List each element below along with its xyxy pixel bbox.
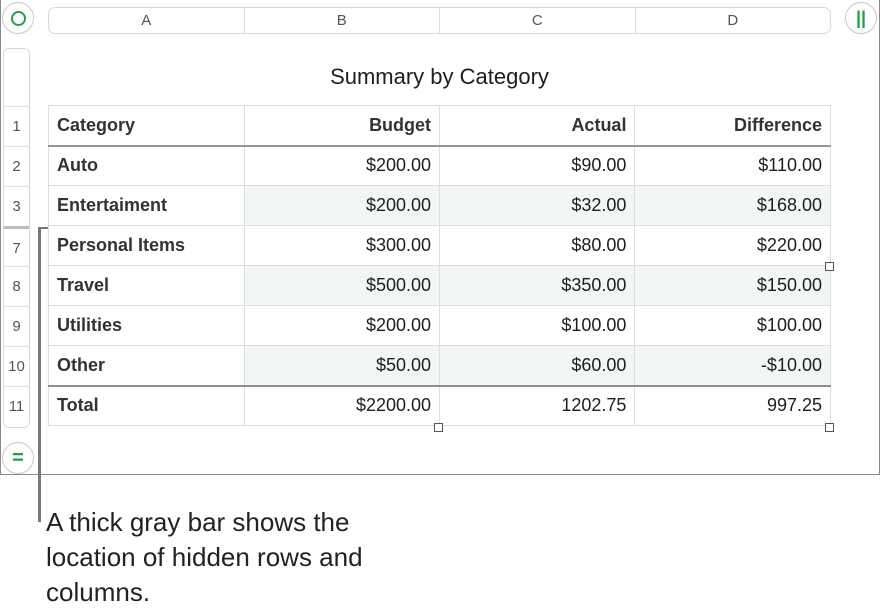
header-cell[interactable]: Difference [634,105,831,147]
row-handle-icon: = [12,447,24,469]
value-cell[interactable]: $300.00 [243,225,441,266]
value-cell[interactable]: $200.00 [243,145,441,186]
row-header-8[interactable]: 8 [4,266,29,306]
value-cell[interactable]: $90.00 [439,145,636,186]
column-header-b[interactable]: B [245,8,440,33]
value-cell[interactable]: $500.00 [243,265,441,306]
resize-handle-bottom[interactable] [434,423,443,432]
category-cell[interactable]: Auto [48,145,245,186]
table-row: Personal Items $300.00 $80.00 $220.00 [48,225,831,266]
total-row: Total $2200.00 1202.75 997.25 [48,384,831,426]
value-cell[interactable]: $150.00 [634,265,831,306]
total-label[interactable]: Total [48,384,245,426]
row-header-11[interactable]: 11 [4,386,29,426]
header-cell[interactable]: Actual [439,105,636,147]
circle-icon [10,10,26,26]
column-header-c[interactable]: C [440,8,636,33]
value-cell[interactable]: $80.00 [439,225,636,266]
table-row: Auto $200.00 $90.00 $110.00 [48,145,831,186]
category-cell[interactable]: Entertaiment [48,185,245,226]
column-header-a[interactable]: A [49,8,245,33]
table-row: Other $50.00 $60.00 -$10.00 [48,345,831,386]
select-table-button[interactable] [2,2,34,34]
category-cell[interactable]: Other [48,345,245,386]
column-header-bar: A B C D [48,7,831,34]
callout-line [38,227,41,522]
category-cell[interactable]: Utilities [48,305,245,346]
category-cell[interactable]: Travel [48,265,245,306]
table-row: Travel $500.00 $350.00 $150.00 [48,265,831,306]
callout-tick [38,227,48,229]
add-row-handle[interactable]: = [2,442,34,474]
total-cell[interactable]: 997.25 [634,384,831,426]
category-cell[interactable]: Personal Items [48,225,245,266]
value-cell[interactable]: $100.00 [439,305,636,346]
row-header-1[interactable]: 1 [4,106,29,146]
add-column-handle[interactable]: || [845,2,877,34]
callout-text: A thick gray bar shows the location of h… [46,507,363,607]
table-row: Entertaiment $200.00 $32.00 $168.00 [48,185,831,226]
column-header-d[interactable]: D [727,12,739,29]
row-header-7[interactable]: 7 [4,226,29,266]
table-row: Utilities $200.00 $100.00 $100.00 [48,305,831,346]
value-cell[interactable]: $220.00 [634,225,831,266]
row-header-2[interactable]: 2 [4,146,29,186]
value-cell[interactable]: $350.00 [439,265,636,306]
row-header-3[interactable]: 3 [4,186,29,226]
value-cell[interactable]: $60.00 [439,345,636,386]
value-cell[interactable]: $168.00 [634,185,831,226]
resize-handle-right[interactable] [825,262,834,271]
value-cell[interactable]: $200.00 [243,185,441,226]
header-cell[interactable]: Budget [243,105,441,147]
resize-handle-corner[interactable] [825,423,834,432]
value-cell[interactable]: $50.00 [243,345,441,386]
value-cell[interactable]: $110.00 [634,145,831,186]
value-cell[interactable]: $100.00 [634,305,831,346]
value-cell[interactable]: $32.00 [439,185,636,226]
summary-table: Category Budget Actual Difference Auto $2… [48,105,831,426]
value-cell[interactable]: -$10.00 [634,345,831,386]
row-header-bar: 1 2 3 7 8 9 10 11 [3,48,30,428]
header-cell[interactable]: Category [48,105,245,147]
row-header-9[interactable]: 9 [4,306,29,346]
value-cell[interactable]: $200.00 [243,305,441,346]
header-row: Category Budget Actual Difference [48,105,831,147]
total-cell[interactable]: 1202.75 [439,384,636,426]
row-header-10[interactable]: 10 [4,346,29,386]
total-cell[interactable]: $2200.00 [243,384,441,426]
table-title[interactable]: Summary by Category [330,64,549,89]
column-handle-icon: || [855,7,867,28]
